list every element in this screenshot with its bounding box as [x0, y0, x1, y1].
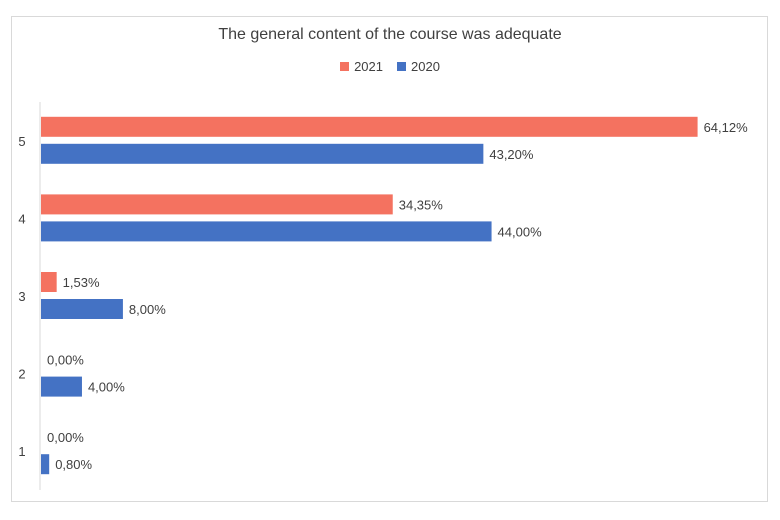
data-label-2020-2: 4,00% [88, 380, 125, 395]
bar-2021-3 [41, 272, 57, 292]
bar-2020-4 [41, 221, 492, 242]
data-label-2021-2: 0,00% [47, 353, 84, 368]
data-label-2021-4: 34,35% [399, 197, 444, 212]
y-tick-label-1: 1 [18, 444, 25, 459]
chart-title: The general content of the course was ad… [218, 26, 562, 43]
y-tick-label-4: 4 [18, 211, 25, 226]
legend-label-2021: 2021 [354, 59, 383, 74]
bar-2021-4 [41, 194, 393, 215]
legend-swatch-2020 [397, 62, 406, 71]
chart-legend: 2021 2020 [0, 59, 780, 74]
y-tick-label-2: 2 [18, 367, 25, 382]
data-label-2021-5: 64,12% [704, 120, 749, 135]
bar-2021-5 [41, 116, 698, 137]
legend-swatch-2021 [340, 62, 350, 71]
y-tick-label-5: 5 [18, 134, 25, 149]
bar-2020-5 [41, 143, 484, 164]
bar-2020-1 [41, 454, 50, 475]
legend-label-2020: 2020 [411, 59, 440, 74]
data-label-2020-4: 44,00% [498, 224, 543, 239]
data-label-2021-3: 1,53% [63, 275, 100, 290]
bar-2020-2 [41, 376, 82, 397]
legend-item-2021: 2021 [340, 59, 383, 74]
data-label-2020-5: 43,20% [489, 147, 534, 162]
bar-2020-3 [41, 299, 123, 319]
y-tick-label-3: 3 [18, 289, 25, 304]
legend-item-2020: 2020 [397, 59, 440, 74]
data-label-2021-1: 0,00% [47, 430, 84, 445]
data-label-2020-1: 0,80% [55, 457, 92, 472]
data-label-2020-3: 8,00% [129, 302, 166, 317]
chart-area [11, 16, 768, 502]
